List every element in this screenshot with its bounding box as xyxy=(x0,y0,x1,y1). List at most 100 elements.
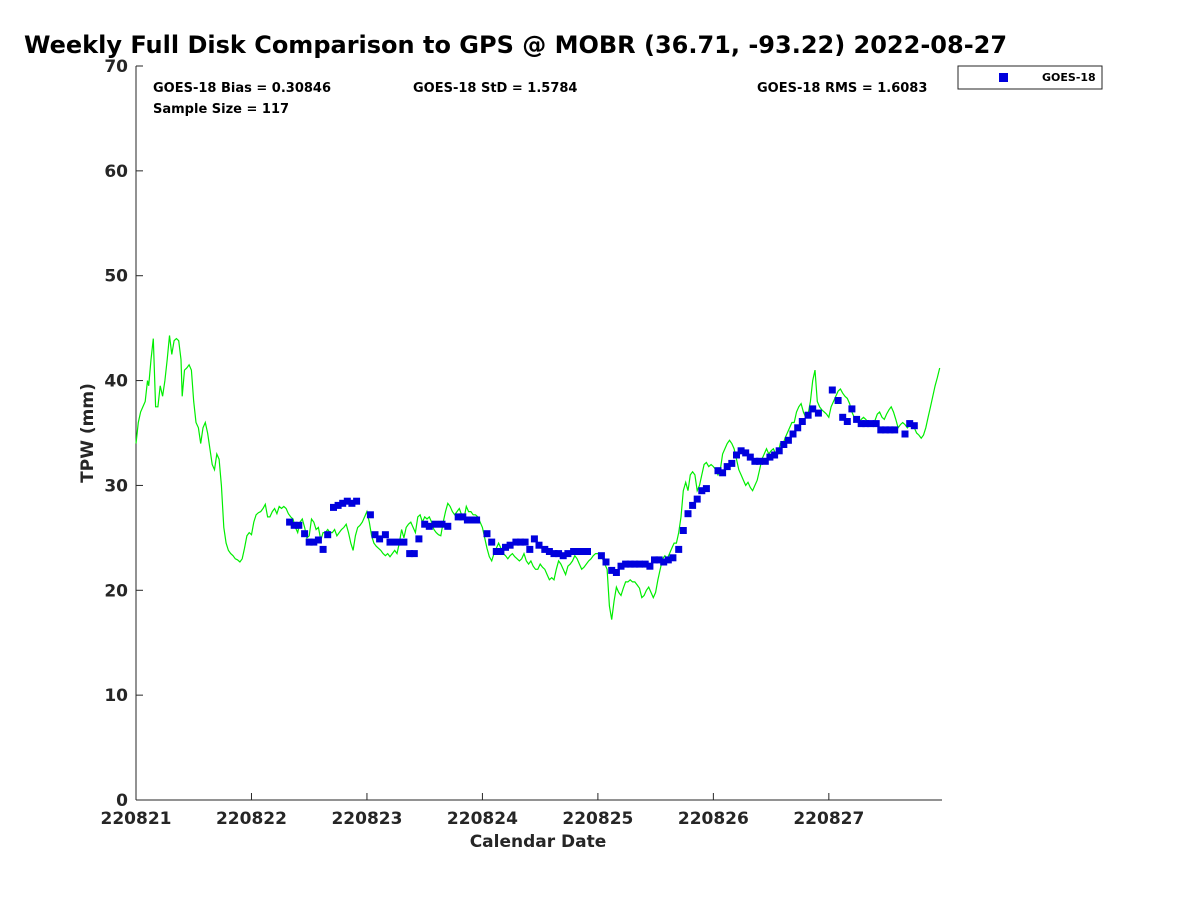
goes-18-point xyxy=(728,459,736,467)
goes-18-point xyxy=(828,386,836,394)
goes-18-point xyxy=(784,436,792,444)
goes-18-point xyxy=(579,548,587,555)
goes-18-point xyxy=(834,397,842,404)
goes-18-point xyxy=(723,463,731,471)
goes-18-series xyxy=(286,386,918,576)
goes-18-point xyxy=(290,521,298,529)
goes-18-point xyxy=(550,550,558,558)
x-tick-label: 220825 xyxy=(562,809,633,829)
goes-18-point xyxy=(371,531,379,539)
goes-18-point xyxy=(512,538,520,546)
y-tick-label: 0 xyxy=(116,791,128,811)
goes-18-point xyxy=(862,420,870,428)
goes-18-point xyxy=(545,548,553,555)
goes-18-point xyxy=(295,521,303,529)
goes-18-point xyxy=(602,558,610,566)
chart-title: Weekly Full Disk Comparison to GPS @ MOB… xyxy=(24,31,1007,59)
goes-18-point xyxy=(636,560,643,568)
goes-18-point xyxy=(733,451,740,459)
goes-18-point xyxy=(881,426,889,434)
y-tick-label: 20 xyxy=(104,581,128,601)
goes-18-point xyxy=(597,552,605,560)
goes-18-point xyxy=(376,535,384,543)
goes-18-point xyxy=(675,545,683,553)
goes-18-point xyxy=(857,420,865,428)
goes-18-point xyxy=(719,469,727,477)
goes-18-point xyxy=(559,552,567,560)
goes-18-point xyxy=(454,513,462,521)
x-tick-label: 220824 xyxy=(447,809,518,829)
y-axis-label: TPW (mm) xyxy=(78,383,98,483)
goes-18-point xyxy=(541,545,549,553)
goes-18-point xyxy=(771,451,779,459)
goes-18-point xyxy=(584,548,591,555)
goes-18-point xyxy=(746,453,754,461)
goes-18-point xyxy=(459,513,467,521)
goes-18-point xyxy=(839,413,847,421)
goes-18-point xyxy=(406,550,414,558)
goes-18-point xyxy=(497,548,505,555)
goes-18-point xyxy=(444,522,452,530)
y-tick-label: 50 xyxy=(104,267,128,287)
goes-18-point xyxy=(901,430,909,438)
goes-18-point xyxy=(570,548,578,555)
goes-18-point xyxy=(502,543,509,551)
goes-18-point xyxy=(530,535,538,543)
goes-18-point xyxy=(646,562,654,570)
legend-goes-18-marker xyxy=(999,73,1008,82)
goes-18-point xyxy=(438,520,446,528)
goes-18-point xyxy=(564,550,572,558)
x-tick-label: 220821 xyxy=(101,809,172,829)
goes-18-point xyxy=(631,560,639,568)
goes-18-point xyxy=(669,554,677,562)
goes-18-point xyxy=(314,536,322,544)
goes-18-point xyxy=(814,409,822,417)
goes-18-point xyxy=(651,556,658,564)
goes-18-point xyxy=(751,457,759,465)
goes-18-point xyxy=(872,420,880,428)
goes-18-point xyxy=(622,560,630,568)
goes-18-point xyxy=(756,457,764,465)
goes-18-point xyxy=(343,497,351,505)
goes-18-point xyxy=(400,538,408,546)
goes-18-point xyxy=(693,495,701,503)
goes-18-point xyxy=(655,556,663,564)
goes-18-point xyxy=(689,501,697,509)
goes-18-point xyxy=(804,411,812,419)
x-tick-label: 220823 xyxy=(331,809,402,829)
goes-18-point xyxy=(286,518,294,526)
goes-18-point xyxy=(660,558,668,566)
y-ticks: 0 10 20 30 40 50 60 70 xyxy=(104,57,143,811)
x-ticks: 220821 220822 220823 220824 220825 220826 2208… xyxy=(101,793,864,829)
legend: GOES-18 xyxy=(957,65,1103,90)
goes-18-point xyxy=(339,499,347,507)
goes-18-point xyxy=(415,535,423,543)
goes-18-point xyxy=(877,426,885,434)
goes-18-point xyxy=(714,467,722,475)
goes-18-point xyxy=(848,405,856,413)
goes-18-point xyxy=(664,556,672,564)
goes-18-point xyxy=(521,538,529,546)
goes-18-point xyxy=(421,520,429,528)
goes-18-point xyxy=(330,503,337,511)
goes-18-point xyxy=(301,530,309,538)
goes-18-point xyxy=(386,538,394,546)
goes-18-point xyxy=(492,548,500,555)
goes-18-point xyxy=(853,415,861,423)
goes-18-point xyxy=(334,501,342,509)
goes-18-point xyxy=(425,522,433,530)
goes-18-point xyxy=(431,520,439,528)
legend-goes-18-label: GOES-18 xyxy=(1042,71,1096,84)
goes-18-point xyxy=(517,538,524,546)
goes-18-point xyxy=(319,545,327,553)
goes-18-point xyxy=(473,516,481,524)
goes-18-point xyxy=(555,550,563,558)
y-tick-label: 70 xyxy=(104,57,128,77)
gps-line xyxy=(135,335,941,620)
goes-18-point xyxy=(641,560,649,568)
goes-18-point xyxy=(506,541,514,549)
goes-18-point xyxy=(866,420,874,428)
goes-18-point xyxy=(324,531,332,539)
x-tick-label: 220822 xyxy=(216,809,287,829)
